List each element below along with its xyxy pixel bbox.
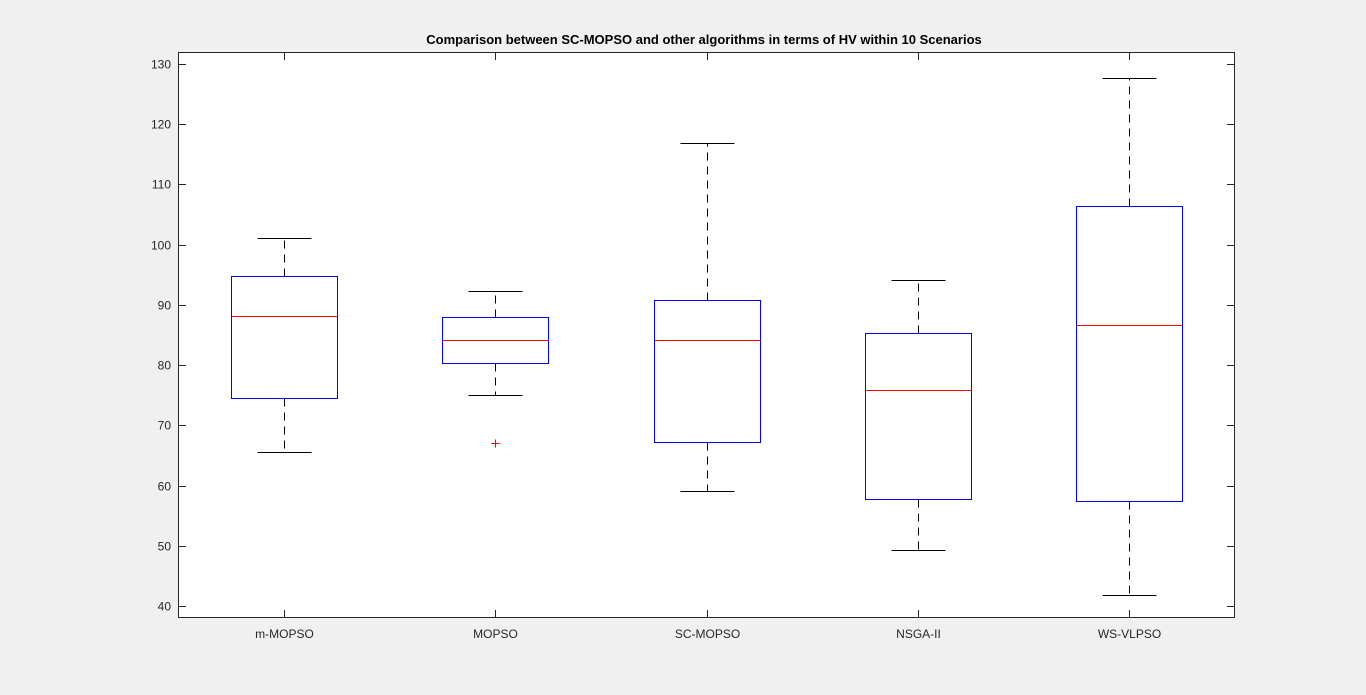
y-tick-label-120: 120 (151, 118, 171, 132)
boxes-layer (231, 78, 1183, 596)
chart-title: Comparison between SC-MOPSO and other al… (426, 32, 981, 47)
iqr-box (1076, 206, 1183, 502)
y-tick-label-70: 70 (158, 419, 172, 433)
y-tick-label-50: 50 (158, 540, 172, 554)
box-group-WS-VLPSO (1076, 78, 1183, 596)
box-group-m-MOPSO (231, 238, 338, 453)
box-group-SC-MOPSO (654, 143, 761, 492)
x-tick-label-2: SC-MOPSO (675, 627, 740, 641)
y-tick-label-130: 130 (151, 58, 171, 72)
ticks-layer: 40 50 60 70 80 90 100 110 120 130 m-MOPSO MOPSO SC-M… (151, 52, 1235, 641)
y-tick-label-60: 60 (158, 480, 172, 494)
x-tick-label-0: m-MOPSO (255, 627, 314, 641)
x-tick-label-1: MOPSO (473, 627, 518, 641)
iqr-box (865, 333, 972, 500)
plot-area (178, 52, 1235, 618)
axes-frame (178, 52, 1235, 618)
iqr-box (231, 276, 338, 399)
box-group-MOPSO (442, 291, 549, 448)
y-tick-label-40: 40 (158, 600, 172, 614)
y-tick-label-100: 100 (151, 239, 171, 253)
x-tick-label-3: NSGA-II (896, 627, 941, 641)
box-group-NSGA-II (865, 280, 972, 551)
outlier-marker (491, 439, 500, 448)
iqr-box (654, 300, 761, 443)
y-tick-label-80: 80 (158, 359, 172, 373)
y-tick-label-90: 90 (158, 299, 172, 313)
x-tick-label-4: WS-VLPSO (1098, 627, 1161, 641)
y-tick-label-110: 110 (152, 178, 171, 192)
